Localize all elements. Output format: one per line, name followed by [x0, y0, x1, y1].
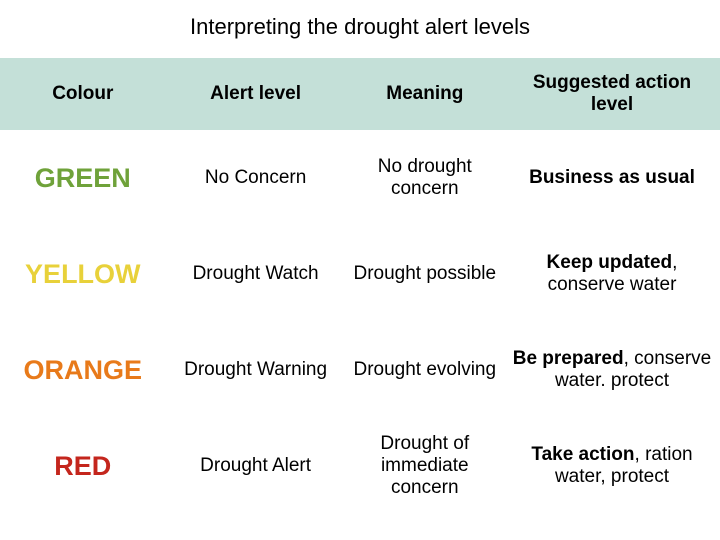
- table-row: YELLOW Drought Watch Drought possible Ke…: [0, 226, 720, 322]
- action-cell: Business as usual: [504, 130, 720, 226]
- col-header-alert: Alert level: [166, 58, 346, 130]
- table-header-row: Colour Alert level Meaning Suggested act…: [0, 58, 720, 130]
- table-row: ORANGE Drought Warning Drought evolving …: [0, 322, 720, 418]
- alert-cell: No Concern: [166, 130, 346, 226]
- colour-cell-red: RED: [0, 418, 166, 514]
- action-cell: Keep updated, conserve water: [504, 226, 720, 322]
- action-bold: Be prepared: [513, 348, 624, 369]
- meaning-cell: Drought of immediate concern: [346, 418, 504, 514]
- colour-cell-yellow: YELLOW: [0, 226, 166, 322]
- meaning-cell: Drought evolving: [346, 322, 504, 418]
- meaning-cell: No drought concern: [346, 130, 504, 226]
- action-bold: Take action: [531, 444, 634, 465]
- meaning-cell: Drought possible: [346, 226, 504, 322]
- col-header-colour: Colour: [0, 58, 166, 130]
- col-header-action: Suggested action level: [504, 58, 720, 130]
- alert-cell: Drought Watch: [166, 226, 346, 322]
- action-cell: Be prepared, conserve water. protect: [504, 322, 720, 418]
- table-row: RED Drought Alert Drought of immediate c…: [0, 418, 720, 514]
- col-header-meaning: Meaning: [346, 58, 504, 130]
- table-row: GREEN No Concern No drought concern Busi…: [0, 130, 720, 226]
- action-cell: Take action, ration water, protect: [504, 418, 720, 514]
- colour-cell-green: GREEN: [0, 130, 166, 226]
- action-bold: Keep updated: [547, 252, 673, 273]
- page-title: Interpreting the drought alert levels: [0, 0, 720, 58]
- colour-cell-orange: ORANGE: [0, 322, 166, 418]
- action-bold: Business as usual: [529, 167, 695, 188]
- alert-cell: Drought Warning: [166, 322, 346, 418]
- alert-cell: Drought Alert: [166, 418, 346, 514]
- alert-table: Colour Alert level Meaning Suggested act…: [0, 58, 720, 514]
